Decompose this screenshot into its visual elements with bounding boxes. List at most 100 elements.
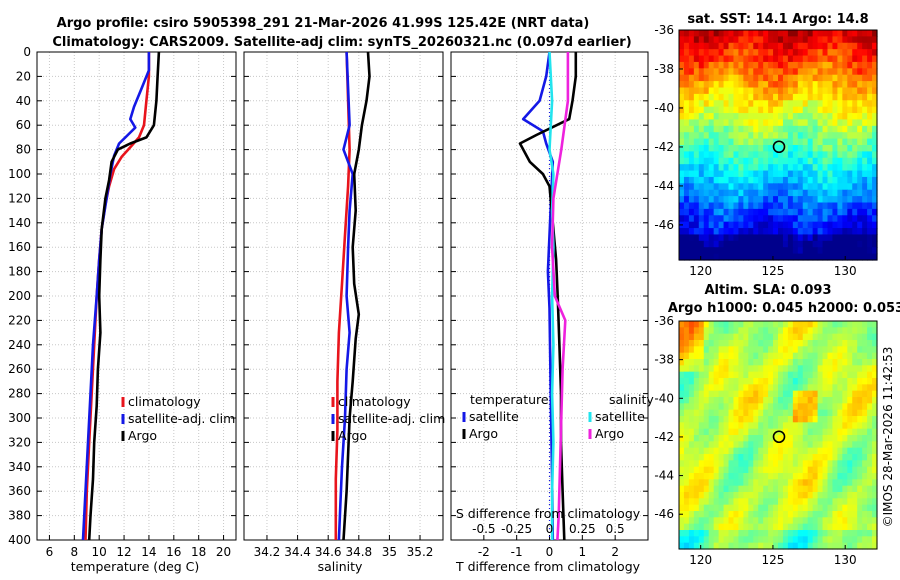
sla-map-cell xyxy=(867,523,873,531)
sst-map-cell xyxy=(857,61,863,69)
sla-map-cell xyxy=(857,359,863,366)
sst-map-cell xyxy=(708,176,715,184)
sla-map-cell xyxy=(782,454,789,461)
sst-map-cell xyxy=(738,157,744,165)
sla-map-cell xyxy=(797,454,804,461)
sla-map-cell xyxy=(852,454,858,461)
sla-map-cell xyxy=(822,466,829,474)
sla-map-cell xyxy=(768,504,774,512)
sst-map-cell xyxy=(718,228,725,236)
sla-map-cell xyxy=(852,397,858,404)
sst-map-cell xyxy=(797,42,804,50)
sst-map-cell xyxy=(679,81,685,89)
sst-map-cell xyxy=(703,253,710,261)
sst-map-cell xyxy=(763,61,769,69)
sla-map-cell xyxy=(713,403,720,411)
sst-map-cell xyxy=(852,176,858,184)
sst-map-cell xyxy=(782,170,789,178)
sst-map-cell xyxy=(708,170,715,178)
sst-map-cell xyxy=(832,36,838,44)
sla-map-cell xyxy=(748,428,754,436)
sla-map-cell xyxy=(773,371,779,379)
sla-map-cell xyxy=(782,504,789,512)
sla-map-cell xyxy=(698,536,705,544)
sla-map-cell xyxy=(683,384,690,392)
sla-map-cell xyxy=(802,454,809,461)
sst-map-cell xyxy=(703,36,710,44)
sst-map-cell xyxy=(817,208,824,216)
sst-map-cell xyxy=(832,49,838,57)
sst-map-cell xyxy=(728,176,735,184)
sst-map-cell xyxy=(827,30,834,37)
sla-map-cell xyxy=(812,454,819,461)
sla-map-cell xyxy=(753,346,759,354)
sla-map-cell xyxy=(867,485,873,493)
sst-map-cell xyxy=(728,151,735,159)
sla-map-cell xyxy=(792,479,799,487)
sst-map-cell xyxy=(703,55,710,63)
sst-map-cell xyxy=(713,93,720,101)
sla-map-cell xyxy=(683,333,690,341)
sla-map-cell xyxy=(822,441,829,449)
sst-map-cell xyxy=(797,215,804,223)
sst-map-cell xyxy=(822,157,829,165)
sla-map-cell xyxy=(802,479,809,487)
sst-map-cell xyxy=(758,247,764,255)
sst-map-cell xyxy=(797,61,804,69)
sla-map-cell xyxy=(792,504,799,512)
sst-map-cell xyxy=(773,119,779,127)
sla-map-cell xyxy=(738,454,744,461)
sst-map-cell xyxy=(753,61,759,69)
sst-map-cell xyxy=(698,253,705,261)
sst-map-cell xyxy=(743,42,749,50)
sla-map-cell xyxy=(817,359,824,366)
sst-map-cell xyxy=(822,119,829,127)
sst-map-cell xyxy=(708,68,715,76)
sla-map-cell xyxy=(867,390,873,398)
sst-map-cell xyxy=(733,164,739,172)
sla-map-cell xyxy=(679,378,685,385)
sst-map-cell xyxy=(683,125,690,133)
sst-map-cell xyxy=(723,208,730,216)
sst-map-cell xyxy=(708,36,715,44)
sla-map-cell xyxy=(797,333,804,341)
sla-map-cell xyxy=(723,359,730,366)
sst-map-cell xyxy=(698,170,705,178)
sst-map-cell xyxy=(778,228,784,236)
sla-map-cell xyxy=(842,447,848,455)
sst-map-cell xyxy=(733,234,739,242)
sla-map-cell xyxy=(867,416,873,423)
sla-map-cell xyxy=(748,321,754,328)
sst-map-cell xyxy=(842,151,848,159)
sst-map-cell xyxy=(773,176,779,184)
sst-map-cell xyxy=(787,183,794,191)
sla-map-cell xyxy=(743,530,749,537)
sla-map-cell xyxy=(743,359,749,366)
sst-map-cell xyxy=(812,55,819,63)
sst-map-cell xyxy=(862,125,868,133)
sst-map-cell xyxy=(817,125,824,133)
sst-map-cell xyxy=(822,196,829,204)
sla-map-cell xyxy=(758,327,764,335)
sst-map-cell xyxy=(738,189,744,197)
sla-map-cell xyxy=(857,479,863,487)
sla-map-cell xyxy=(748,365,754,373)
sst-map-cell xyxy=(713,61,720,69)
sla-map-cell xyxy=(703,333,710,341)
sst-map-cell xyxy=(738,93,744,101)
sst-map-cell xyxy=(832,30,838,37)
sst-map-cell xyxy=(753,164,759,172)
sla-map-cell xyxy=(713,321,720,328)
sla-map-cell xyxy=(758,346,764,354)
sla-map-cell xyxy=(807,498,814,506)
sla-map-cell xyxy=(867,428,873,436)
sst-map-cell xyxy=(683,176,690,184)
sla-map-cell xyxy=(837,435,843,442)
sla-map-cell xyxy=(703,473,710,480)
sla-map-cell xyxy=(708,359,715,366)
sla-map-cell xyxy=(768,511,774,518)
sst-map-cell xyxy=(748,183,754,191)
sst-map-cell xyxy=(847,240,853,248)
sst-map-cell xyxy=(778,87,784,95)
sla-map-cell xyxy=(872,327,878,335)
